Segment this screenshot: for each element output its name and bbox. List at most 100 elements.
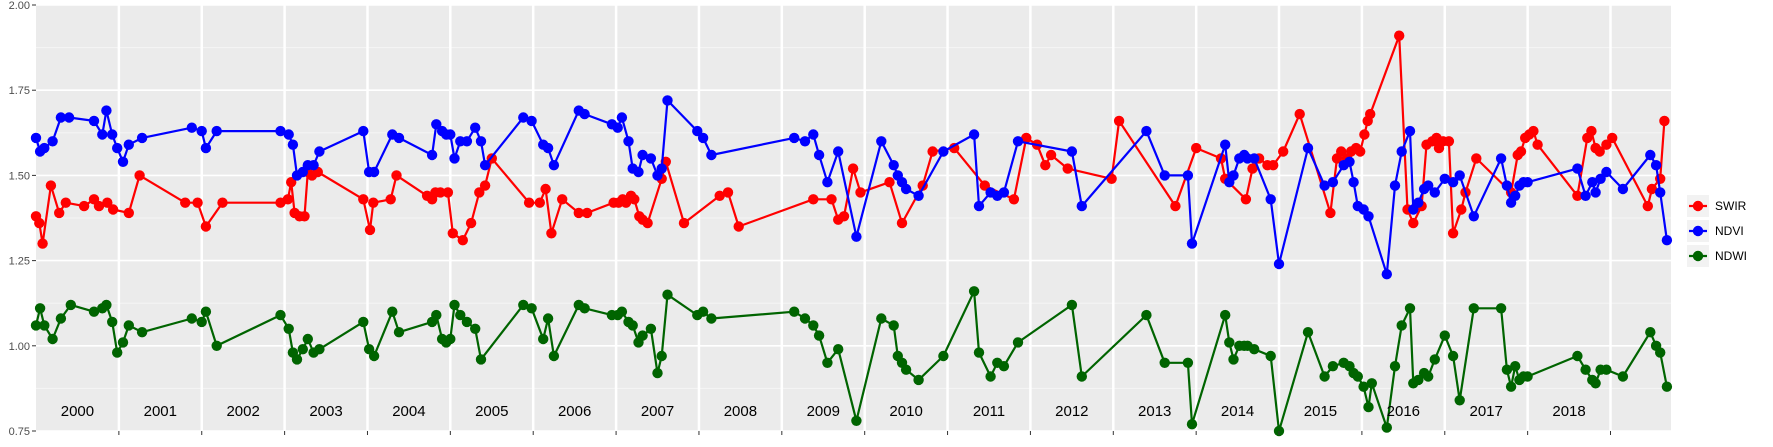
data-point-swir — [391, 170, 402, 181]
data-point-ndwi — [799, 313, 811, 324]
year-label: 2018 — [1552, 403, 1585, 420]
data-point-swir — [581, 207, 593, 219]
data-point-ndvi — [789, 132, 800, 144]
data-point-ndvi — [1348, 177, 1359, 188]
data-point-ndwi — [291, 354, 303, 365]
data-point-ndvi — [39, 142, 50, 154]
data-point-swir — [102, 197, 113, 208]
data-point-ndvi — [973, 200, 985, 212]
data-point-ndwi — [1366, 378, 1378, 389]
year-label: 2013 — [1138, 403, 1171, 420]
data-point-ndvi — [368, 166, 380, 178]
data-point-swir — [722, 187, 734, 198]
year-label: 2007 — [641, 403, 674, 420]
data-point-ndwi — [789, 306, 800, 317]
data-point-ndvi — [518, 112, 529, 123]
data-point-ndvi — [1381, 269, 1393, 280]
data-point-swir — [855, 187, 866, 198]
data-point-ndvi — [97, 129, 108, 140]
data-point-ndvi — [196, 125, 207, 137]
data-point-ndwi — [275, 309, 286, 321]
data-point-ndvi — [117, 156, 129, 167]
data-point-ndwi — [449, 299, 460, 311]
data-point-swir — [1394, 30, 1405, 41]
data-point-swir — [1294, 108, 1305, 120]
data-point-swir — [838, 211, 850, 222]
data-point-ndwi — [461, 316, 473, 328]
year-label: 2010 — [889, 403, 922, 420]
data-point-ndvi — [479, 160, 491, 171]
data-point-ndwi — [1265, 350, 1276, 362]
data-point-swir — [1646, 183, 1658, 195]
year-label: 2014 — [1221, 403, 1254, 420]
data-point-ndwi — [302, 333, 313, 345]
data-point-swir — [200, 221, 212, 232]
data-point-swir — [1532, 139, 1543, 150]
legend-key-point — [1692, 225, 1704, 237]
data-point-ndwi — [697, 306, 709, 317]
data-point-ndvi — [1590, 187, 1601, 198]
data-point-ndwi — [1141, 309, 1152, 321]
data-point-ndwi — [706, 313, 717, 324]
data-point-ndvi — [1510, 190, 1521, 201]
data-point-ndvi — [548, 160, 560, 171]
year-label: 2005 — [475, 403, 508, 420]
data-point-swir — [1240, 194, 1252, 205]
data-point-swir — [192, 197, 203, 208]
data-point-ndvi — [1572, 163, 1583, 174]
data-point-ndvi — [692, 125, 703, 137]
data-point-ndvi — [542, 142, 554, 154]
data-point-ndwi — [1423, 371, 1434, 382]
data-point-swir — [435, 187, 446, 198]
data-point-ndvi — [358, 125, 369, 137]
data-point-ndvi — [1522, 177, 1533, 188]
data-point-ndvi — [136, 132, 148, 144]
data-point-swir — [808, 194, 819, 205]
legend-item-ndwi: NDWI — [1687, 245, 1747, 267]
data-point-ndwi — [387, 306, 398, 317]
data-point-swir — [1471, 153, 1482, 164]
data-point-ndvi — [393, 132, 405, 144]
data-point-swir — [93, 200, 105, 212]
data-point-swir — [134, 170, 145, 181]
data-point-ndvi — [1182, 170, 1194, 181]
series-ndwi — [30, 286, 1673, 437]
data-point-ndvi — [612, 122, 623, 133]
data-point-ndvi — [449, 153, 460, 164]
year-label: 2006 — [558, 403, 591, 420]
year-label: 2012 — [1055, 403, 1088, 420]
data-point-ndvi — [633, 166, 644, 178]
data-point-ndwi — [833, 344, 844, 355]
data-point-ndvi — [1423, 180, 1434, 191]
data-point-ndvi — [808, 129, 819, 140]
year-label: 2011 — [973, 403, 1005, 420]
data-point-ndwi — [808, 320, 819, 331]
data-point-ndwi — [1655, 347, 1666, 358]
data-point-swir — [896, 217, 908, 229]
data-point-ndwi — [1447, 350, 1459, 362]
data-point-ndwi — [900, 364, 912, 375]
data-point-swir — [884, 177, 895, 188]
data-point-ndwi — [136, 327, 148, 338]
year-labels: 2000 2001 2002 2003 2004 2005 2006 2007 2008 2009… — [61, 403, 1612, 435]
data-point-swir — [1170, 200, 1181, 212]
data-point-ndwi — [47, 333, 58, 345]
data-point-ndwi — [1495, 303, 1507, 314]
data-point-ndvi — [1012, 136, 1024, 147]
data-point-ndwi — [107, 316, 118, 328]
data-point-swir — [78, 200, 90, 212]
data-point-swir — [465, 217, 477, 229]
data-point-ndvi — [88, 115, 100, 127]
data-point-ndwi — [652, 367, 663, 379]
data-point-ndvi — [112, 142, 123, 154]
data-point-ndvi — [1273, 258, 1285, 270]
data-point-ndwi — [101, 299, 112, 311]
data-point-ndvi — [1228, 170, 1239, 181]
data-point-ndvi — [1617, 183, 1629, 195]
data-point-ndwi — [1580, 364, 1591, 375]
data-point-ndwi — [968, 286, 980, 297]
data-point-ndvi — [1302, 142, 1314, 154]
data-point-ndwi — [1468, 303, 1480, 314]
data-point-swir — [45, 180, 57, 191]
